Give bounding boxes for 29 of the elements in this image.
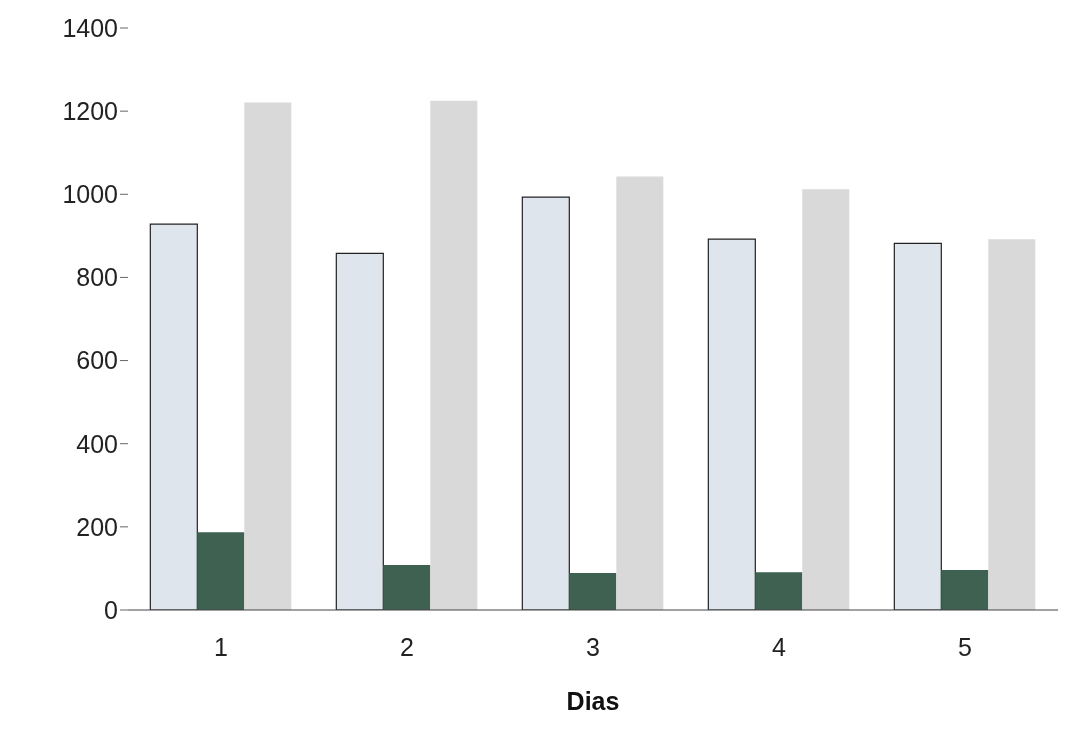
bar	[707, 238, 756, 610]
bar	[197, 532, 245, 610]
bar	[941, 570, 989, 610]
bar	[988, 239, 1036, 610]
y-tick-label: 600	[76, 346, 118, 375]
y-tick-label: 200	[76, 512, 118, 541]
y-tick-label: 800	[76, 263, 118, 292]
bar	[569, 573, 617, 610]
y-tick-label: 1400	[62, 13, 118, 42]
x-axis-title: Dias	[566, 687, 620, 715]
x-tick-label: 3	[586, 632, 600, 661]
bar	[149, 223, 198, 610]
x-tick-label: 5	[958, 632, 972, 661]
bar	[802, 189, 850, 610]
bar	[383, 565, 431, 610]
bar	[430, 100, 478, 610]
x-tick-label: 1	[214, 632, 228, 661]
y-tick-label: 400	[76, 429, 118, 458]
bar	[755, 572, 803, 610]
y-tick-label: 0	[104, 595, 118, 624]
x-tick-label: 2	[400, 632, 414, 661]
y-tick-label: 1200	[62, 97, 118, 126]
y-tick-label: 1000	[62, 180, 118, 209]
bar	[616, 176, 664, 610]
bar	[335, 252, 384, 610]
bar	[893, 242, 942, 610]
x-tick-label: 4	[772, 632, 787, 661]
bar	[244, 102, 292, 610]
bar	[521, 196, 570, 610]
